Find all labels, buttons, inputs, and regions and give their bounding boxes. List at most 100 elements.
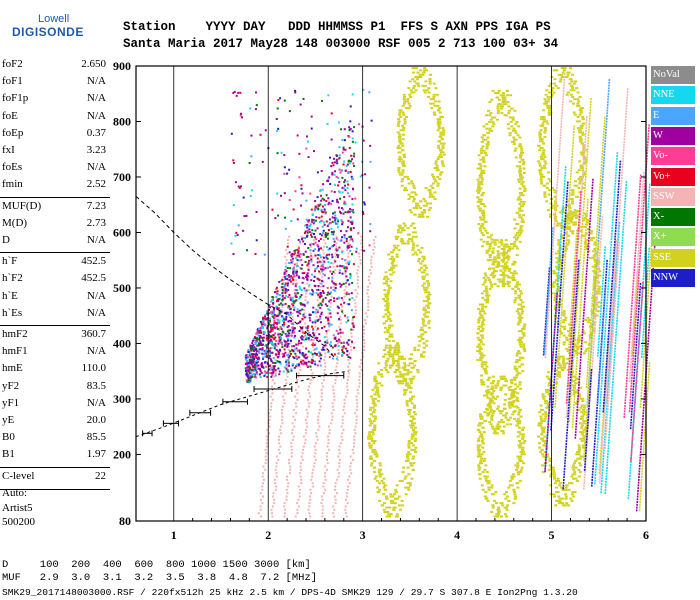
echo-point	[543, 102, 547, 105]
echo-point	[584, 289, 587, 292]
echo-point	[409, 380, 413, 383]
echo-point	[595, 415, 598, 418]
echo-point	[501, 96, 505, 99]
echo-point	[404, 384, 408, 387]
echo-point	[414, 251, 418, 254]
echo-point	[643, 395, 646, 398]
echo-point	[598, 413, 601, 416]
echo-point	[436, 129, 440, 132]
echo-point	[375, 453, 379, 456]
echo-point	[554, 361, 557, 364]
echo-point	[546, 328, 549, 331]
echo-point	[623, 217, 625, 220]
echo-point	[607, 444, 610, 447]
echo-point	[615, 174, 617, 177]
echo-point	[580, 439, 584, 442]
echo-point	[606, 296, 609, 299]
echo-point	[636, 368, 638, 371]
echo-point	[485, 292, 489, 295]
echo-point	[515, 283, 519, 286]
echo-point	[442, 142, 446, 145]
echo-point	[432, 111, 436, 114]
echo-point	[647, 138, 649, 141]
echo-point	[605, 315, 608, 318]
echo-point	[591, 305, 593, 308]
echo-point	[648, 323, 651, 326]
echo-point	[582, 404, 586, 407]
echo-point	[407, 413, 411, 416]
echo-point	[608, 428, 611, 431]
echo-point	[557, 361, 559, 364]
echo-point	[605, 469, 608, 472]
echo-point	[512, 400, 516, 403]
echo-point	[642, 451, 645, 454]
echo-point	[564, 258, 566, 261]
echo-point	[646, 146, 649, 149]
echo-point	[624, 203, 626, 206]
echo-point	[488, 376, 492, 379]
echo-point	[495, 513, 499, 516]
echo-point	[641, 386, 643, 389]
echo-point	[390, 269, 394, 272]
echo-point	[440, 155, 444, 158]
echo-point	[642, 409, 645, 412]
echo-point	[390, 273, 394, 276]
echo-point	[558, 497, 562, 500]
echo-point	[556, 178, 559, 181]
param-row: hmF2 360.7	[2, 328, 106, 346]
echo-point	[630, 352, 633, 355]
echo-point	[395, 513, 399, 516]
echo-point	[388, 366, 392, 369]
echo-point	[391, 260, 395, 263]
echo-point	[496, 112, 500, 115]
echo-point	[599, 180, 602, 183]
echo-point	[516, 455, 520, 458]
echo-point	[577, 444, 581, 447]
echo-point	[604, 116, 606, 119]
echo-point	[513, 149, 517, 152]
echo-point	[563, 81, 565, 84]
echo-point	[505, 506, 509, 509]
echo-point	[557, 167, 560, 170]
echo-point	[647, 256, 650, 259]
echo-point	[480, 152, 484, 155]
echo-point	[569, 189, 571, 192]
echo-point	[503, 414, 507, 417]
auto-code: 500200	[2, 516, 35, 528]
echo-point	[630, 379, 633, 382]
echo-point	[430, 107, 434, 110]
echo-point	[629, 393, 632, 396]
echo-point	[587, 198, 589, 201]
echo-point	[593, 277, 595, 280]
echo-point	[414, 204, 418, 207]
echo-point	[416, 71, 420, 74]
auto-label: Auto:	[2, 487, 28, 499]
echo-point	[422, 342, 426, 345]
echo-point	[602, 136, 605, 139]
echo-point	[613, 364, 615, 367]
echo-point	[601, 371, 604, 374]
echo-point	[501, 100, 505, 103]
echo-point	[476, 439, 480, 442]
echo-point	[625, 181, 628, 184]
echo-point	[541, 175, 545, 178]
echo-point	[515, 398, 519, 401]
echo-point	[392, 508, 396, 511]
echo-point	[440, 160, 444, 163]
echo-point	[606, 464, 608, 467]
echo-point	[586, 206, 589, 209]
echo-point	[574, 180, 578, 183]
echo-point	[585, 127, 587, 130]
echo-point	[564, 255, 567, 258]
echo-point	[577, 446, 581, 449]
echo-point	[581, 225, 584, 228]
echo-point	[488, 129, 492, 132]
echo-point	[483, 420, 487, 423]
echo-point	[548, 457, 552, 460]
param-row: h`F 452.5	[2, 255, 106, 273]
echo-point	[583, 152, 586, 155]
echo-point	[378, 475, 382, 478]
echo-point	[515, 367, 519, 370]
echo-point	[517, 439, 521, 442]
echo-point	[383, 502, 387, 505]
